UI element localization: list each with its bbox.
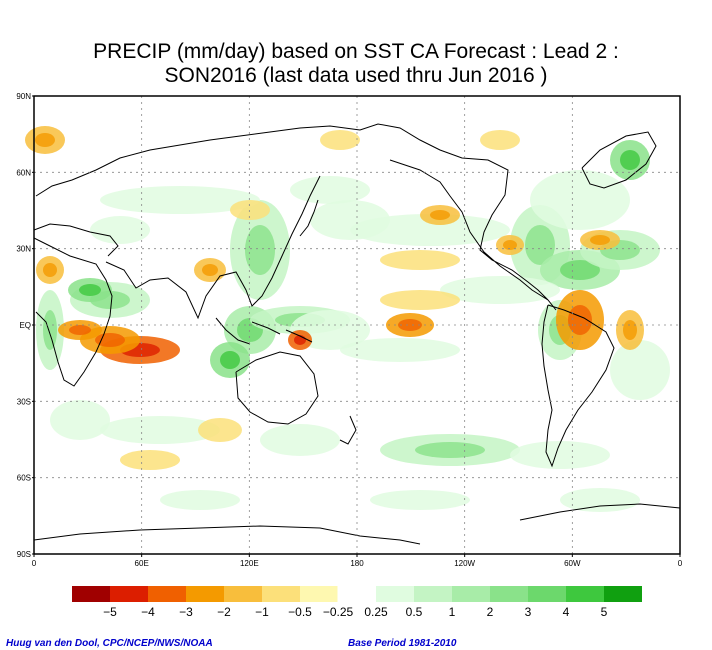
precip-anomaly-region <box>90 216 150 244</box>
longitude-label: 120E <box>240 559 259 568</box>
precip-anomaly-region <box>260 424 340 456</box>
latitude-label: 30N <box>16 245 31 254</box>
latitude-label: 90N <box>16 92 31 101</box>
precip-anomaly-core <box>525 225 555 265</box>
legend-label: −1 <box>255 605 269 619</box>
precip-anomaly-region <box>560 488 640 512</box>
precip-anomaly-region <box>198 418 242 442</box>
legend-label: 5 <box>601 605 608 619</box>
precip-anomaly-region <box>230 200 270 220</box>
precip-anomaly-core <box>35 133 55 147</box>
precip-anomaly-core <box>620 150 640 170</box>
legend-swatch <box>414 586 452 602</box>
precip-anomaly-region <box>340 338 460 362</box>
precip-anomaly-core <box>568 305 592 335</box>
legend-swatch <box>110 586 148 602</box>
legend-swatch <box>300 586 338 602</box>
latitude-label: 30S <box>17 397 31 406</box>
precip-anomaly-region <box>310 200 390 240</box>
coastlines <box>33 123 681 545</box>
latitude-label: 60N <box>16 168 31 177</box>
legend-label: 0.5 <box>406 605 423 619</box>
latitude-label: 90S <box>17 550 31 559</box>
legend-swatch <box>528 586 566 602</box>
color-legend: −5 −4 −3 −2 −1 −0.5 −0.25 0.25 0.5 1 2 3 4 5 <box>72 585 642 619</box>
precip-anomaly-core <box>503 240 517 250</box>
longitude-label: 0 <box>678 559 683 568</box>
legend-swatch <box>72 586 110 602</box>
precip-anomaly-region <box>370 490 470 510</box>
longitude-label: 60W <box>564 559 581 568</box>
precip-anomaly-region <box>480 130 520 150</box>
precip-anomaly-region <box>160 490 240 510</box>
precip-anomaly-core <box>560 260 600 280</box>
graticule <box>34 96 680 554</box>
legend-swatch <box>376 586 414 602</box>
precip-anomaly-core <box>590 235 610 245</box>
legend-label: 1 <box>449 605 456 619</box>
precip-anomaly-core <box>79 284 101 296</box>
precip-anomaly-core <box>623 320 637 340</box>
precip-anomaly-core <box>69 325 91 335</box>
precip-anomaly-region <box>610 340 670 400</box>
chart-title-line-2: SON2016 (last data used thru Jun 2016 ) <box>164 64 548 87</box>
legend-swatch <box>186 586 224 602</box>
precip-anomaly-region <box>380 290 460 310</box>
precip-anomaly-region <box>50 400 110 440</box>
legend-swatch <box>262 586 300 602</box>
longitude-label: 120W <box>454 559 475 568</box>
longitude-label: 180 <box>350 559 364 568</box>
precip-anomaly-core <box>202 264 218 276</box>
precip-anomaly-region <box>290 176 370 204</box>
legend-label: −3 <box>179 605 193 619</box>
precip-anomaly-region <box>380 250 460 270</box>
legend-label: 0.25 <box>364 605 388 619</box>
longitude-label: 0 <box>32 559 37 568</box>
legend-swatch <box>148 586 186 602</box>
legend-swatch <box>566 586 604 602</box>
precip-anomaly-region <box>350 214 510 246</box>
legend-swatch <box>224 586 262 602</box>
legend-swatch <box>604 586 642 602</box>
latitude-label: EQ <box>19 321 31 330</box>
chart-title-line-1: PRECIP (mm/day) based on SST CA Forecast… <box>93 40 619 63</box>
precip-anomaly-region <box>100 416 220 444</box>
legend-label: −0.5 <box>288 605 312 619</box>
precip-anomaly-region <box>120 450 180 470</box>
precip-anomaly-core <box>43 263 57 277</box>
precip-anomaly-core <box>245 225 275 275</box>
precip-anomaly-core <box>220 351 240 369</box>
base-period-note: Base Period 1981-2010 <box>348 638 457 649</box>
legend-label: −4 <box>141 605 155 619</box>
legend-swatch <box>452 586 490 602</box>
precip-anomaly-region <box>320 130 360 150</box>
precip-anomaly-core <box>398 319 422 331</box>
precip-anomaly-core <box>430 210 450 220</box>
legend-label: −2 <box>217 605 231 619</box>
legend-swatch <box>337 585 377 603</box>
legend-label: 3 <box>525 605 532 619</box>
legend-label: 4 <box>563 605 570 619</box>
precip-anomaly-region <box>100 186 260 214</box>
longitude-label: 60E <box>135 559 149 568</box>
precip-anomaly-region <box>530 170 630 230</box>
latitude-label: 60S <box>17 474 31 483</box>
precip-anomaly-core <box>415 442 485 458</box>
precip-anomaly-field <box>25 126 670 512</box>
legend-label: −5 <box>103 605 117 619</box>
precip-anomaly-core <box>43 310 57 350</box>
legend-label: 2 <box>487 605 494 619</box>
author-credit: Huug van den Dool, CPC/NCEP/NWS/NOAA <box>6 638 213 649</box>
legend-label: −0.25 <box>323 605 354 619</box>
legend-swatch <box>490 586 528 602</box>
precip-anomaly-region <box>510 441 610 469</box>
